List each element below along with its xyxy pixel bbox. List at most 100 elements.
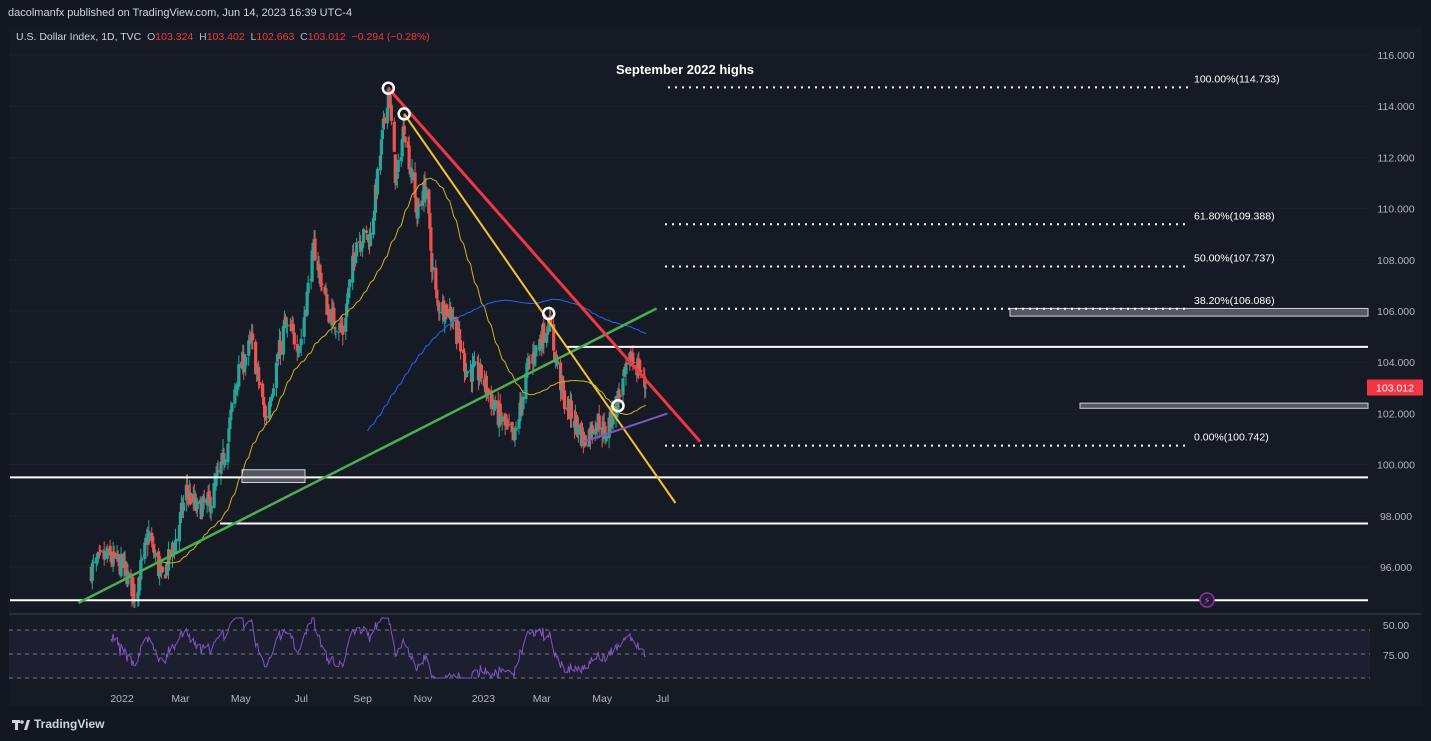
candle-body bbox=[434, 267, 438, 290]
legend-close: 103.012 bbox=[307, 31, 346, 43]
candle-body bbox=[514, 427, 518, 431]
candle-body bbox=[476, 362, 481, 381]
candle-body bbox=[507, 423, 511, 425]
candle-body bbox=[593, 428, 597, 435]
candle-body bbox=[574, 414, 579, 426]
candle-body bbox=[311, 242, 315, 251]
candle-body bbox=[424, 186, 428, 200]
fib-level-label: 50.00%(107.737) bbox=[1194, 253, 1275, 265]
candle-body bbox=[428, 212, 432, 229]
candle-body bbox=[604, 435, 608, 442]
candle-body bbox=[268, 402, 273, 405]
legend-open-label: O bbox=[147, 31, 156, 43]
candle-body bbox=[177, 524, 182, 542]
candle-body bbox=[618, 394, 622, 397]
candle-body bbox=[264, 416, 269, 418]
price-zone bbox=[241, 469, 306, 484]
candle-body bbox=[518, 402, 522, 422]
candle-body bbox=[281, 326, 285, 355]
candle-body bbox=[243, 364, 247, 370]
candle-body bbox=[124, 562, 128, 567]
candle-body bbox=[538, 338, 542, 351]
x-tick-label: May bbox=[592, 693, 613, 705]
candle-body bbox=[347, 287, 351, 299]
legend-high-label: H bbox=[199, 31, 207, 43]
candle-body bbox=[437, 302, 441, 312]
x-tick-label: Sep bbox=[353, 693, 372, 705]
y-tick-label: 108.000 bbox=[1377, 255, 1415, 267]
candle-body bbox=[527, 360, 531, 362]
candle-body bbox=[597, 415, 601, 430]
candle-body bbox=[271, 388, 276, 396]
candle-body bbox=[525, 365, 529, 372]
candle-body bbox=[130, 576, 134, 597]
candle-body bbox=[247, 340, 251, 356]
candle-body bbox=[334, 330, 338, 332]
candle-body bbox=[380, 129, 384, 140]
candle-body bbox=[505, 421, 509, 424]
candle-body bbox=[526, 358, 530, 369]
candle-body bbox=[198, 499, 202, 504]
candle-body bbox=[364, 230, 369, 233]
price-zone bbox=[1009, 307, 1369, 317]
y-tick-label: 98.000 bbox=[1380, 511, 1412, 523]
candle-body bbox=[470, 364, 475, 382]
candle-body bbox=[493, 399, 497, 409]
candle-body bbox=[396, 159, 400, 172]
candle-body bbox=[105, 548, 109, 559]
candle-body bbox=[212, 483, 216, 508]
candle-body bbox=[278, 341, 283, 355]
candle-body bbox=[631, 354, 635, 361]
candle-body bbox=[431, 266, 435, 270]
candle-body bbox=[269, 398, 274, 402]
candle-body bbox=[109, 557, 113, 563]
candle-body bbox=[323, 286, 327, 294]
candle-body bbox=[562, 390, 567, 410]
candle-body bbox=[154, 552, 158, 557]
candle-body bbox=[379, 139, 383, 155]
candle-body bbox=[234, 386, 238, 392]
candle-body bbox=[385, 107, 389, 124]
rsi-line bbox=[110, 617, 646, 680]
y-tick-label: 106.000 bbox=[1377, 306, 1415, 318]
candle-body bbox=[262, 404, 267, 418]
candle-body bbox=[387, 88, 391, 108]
candle-body bbox=[261, 397, 266, 405]
candle-body bbox=[521, 396, 525, 410]
candle-body bbox=[533, 359, 537, 363]
candle-body bbox=[96, 553, 100, 558]
candle-body bbox=[468, 369, 473, 371]
green-uptrend-line bbox=[77, 307, 658, 604]
candle-body bbox=[416, 201, 420, 219]
candle-body bbox=[299, 338, 303, 346]
candle-body bbox=[360, 243, 365, 246]
candle-body bbox=[372, 210, 377, 221]
fib-level-label: 100.00%(114.733) bbox=[1194, 73, 1280, 85]
candle-body bbox=[402, 125, 406, 135]
candle-body bbox=[576, 424, 581, 435]
candle-body bbox=[395, 173, 399, 179]
legend-change: −0.294 (−0.28%) bbox=[351, 31, 430, 43]
candle-body bbox=[285, 325, 289, 327]
candle-body bbox=[486, 388, 490, 393]
candle-body bbox=[643, 376, 647, 388]
candle-body bbox=[617, 393, 621, 397]
tradingview-brand[interactable]: TradingView bbox=[12, 717, 104, 731]
yellow-downtrend-line bbox=[403, 113, 677, 504]
candle-body bbox=[170, 542, 175, 558]
candle-body bbox=[256, 365, 260, 367]
candle-body bbox=[642, 374, 646, 376]
y-tick-label: 102.000 bbox=[1377, 408, 1415, 420]
candle-body bbox=[257, 366, 261, 382]
pivot-marker-circle bbox=[541, 306, 556, 321]
candle-body bbox=[479, 364, 483, 379]
candle-body bbox=[341, 325, 345, 335]
y-tick-label: 100.000 bbox=[1377, 460, 1415, 472]
candle-body bbox=[200, 502, 204, 517]
candle-body bbox=[143, 542, 147, 559]
candle-body bbox=[632, 362, 636, 364]
candle-body bbox=[305, 291, 309, 316]
candle-body bbox=[366, 234, 371, 239]
y-tick-label: 116.000 bbox=[1377, 50, 1414, 62]
